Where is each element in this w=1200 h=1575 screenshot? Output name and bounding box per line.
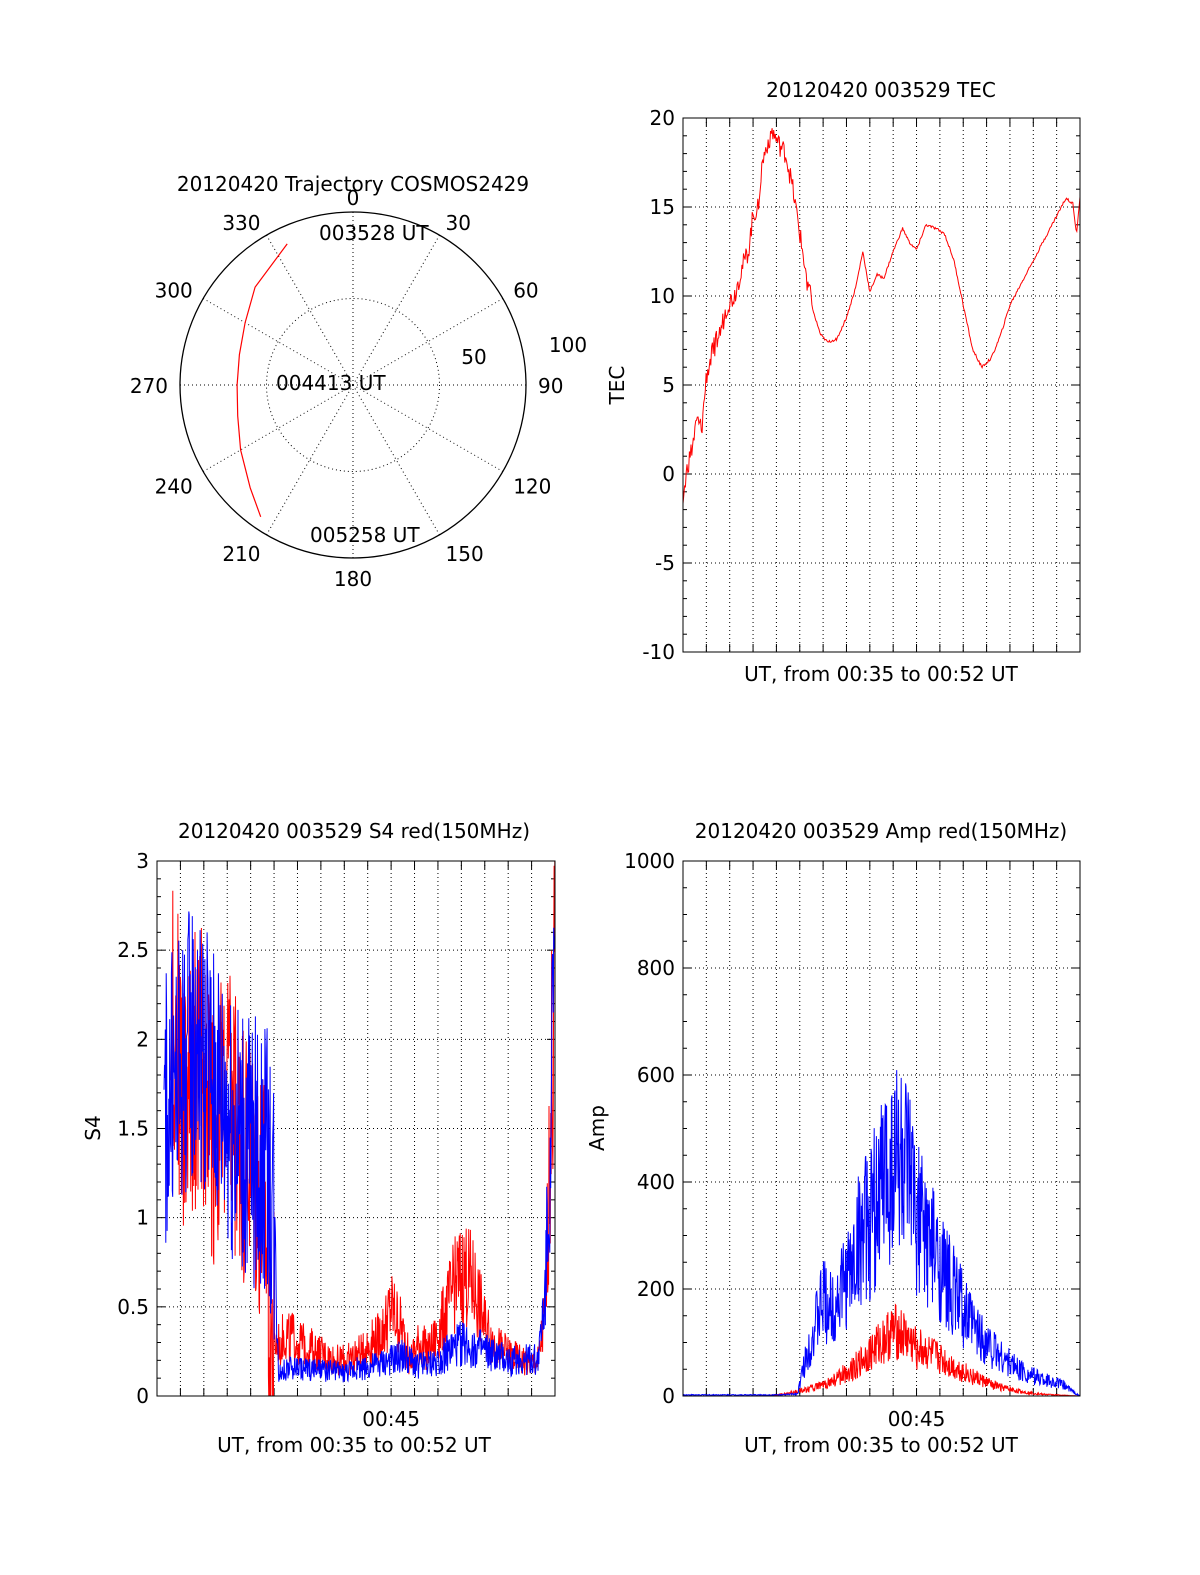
ytick-label-1: -5 [655, 551, 675, 575]
polar-spoke-60 [352, 298, 504, 386]
polar-annotation-start: 003528 UT [319, 221, 429, 245]
ytick-label-1: 0.5 [117, 1295, 149, 1319]
ytick-label-3: 1.5 [117, 1117, 149, 1141]
polar-spoke-210 [266, 384, 354, 536]
series-line-red [683, 1303, 1080, 1396]
polar-title: 20120420 Trajectory COSMOS2429 [177, 172, 529, 196]
polar-spoke-300 [202, 298, 354, 386]
ytick-label-5: 15 [650, 195, 675, 219]
polar-angle-label-0: 0 [347, 186, 360, 210]
tec-xlabel: UT, from 00:35 to 00:52 UT [744, 662, 1019, 686]
xtick-label-0: 00:45 [888, 1407, 946, 1431]
ytick-label-6: 20 [650, 106, 675, 130]
amp-xlabel: UT, from 00:35 to 00:52 UT [744, 1433, 1019, 1457]
series-line-blue [163, 911, 555, 1383]
amp-panel: 20120420 003529 Amp red(150MHz) UT, from… [585, 819, 1081, 1457]
s4-xlabel: UT, from 00:35 to 00:52 UT [217, 1433, 492, 1457]
plot-frame [682, 860, 1081, 1397]
polar-angle-label-300: 300 [155, 279, 193, 303]
ytick-label-5: 1000 [624, 849, 675, 873]
polar-angle-label-240: 240 [155, 475, 193, 499]
tec-ylabel: TEC [605, 366, 629, 406]
polar-radius-label-50: 50 [461, 345, 486, 369]
polar-spoke-30 [352, 234, 440, 386]
ytick-label-4: 10 [650, 284, 675, 308]
polar-trajectory-panel: 20120420 Trajectory COSMOS2429 0 30 60 90 12… [130, 172, 587, 591]
polar-outer-ring [179, 211, 527, 559]
s4-panel: 20120420 003529 S4 red(150MHz) UT, from … [81, 819, 556, 1457]
polar-angle-label-150: 150 [446, 542, 484, 566]
polar-angle-label-60: 60 [513, 279, 538, 303]
xtick-label-0: 00:45 [362, 1407, 420, 1431]
series-line-blue [683, 1070, 1080, 1396]
polar-radius-label-100: 100 [549, 333, 587, 357]
ytick-label-1: 200 [637, 1277, 675, 1301]
plot-frame [682, 117, 1081, 653]
polar-angle-labels: 0 30 60 90 120 150 180 210 240 270 300 330 [130, 186, 564, 591]
polar-angle-label-330: 330 [222, 211, 260, 235]
polar-angle-label-180: 180 [334, 567, 372, 591]
plot-frame [156, 860, 556, 1397]
polar-spoke-240 [202, 384, 354, 472]
polar-grid [179, 211, 527, 559]
ytick-label-5: 2.5 [117, 938, 149, 962]
ytick-label-6: 3 [136, 849, 149, 873]
polar-ring-50 [266, 298, 440, 472]
polar-spoke-330 [266, 234, 354, 386]
s4-title: 20120420 003529 S4 red(150MHz) [178, 819, 530, 843]
polar-angle-label-270: 270 [130, 374, 168, 398]
ytick-label-4: 800 [637, 956, 675, 980]
ytick-label-0: 0 [136, 1384, 149, 1408]
polar-angle-label-120: 120 [513, 475, 551, 499]
ytick-label-3: 600 [637, 1063, 675, 1087]
ytick-label-0: -10 [642, 640, 675, 664]
amp-ylabel: Amp [585, 1105, 609, 1151]
ytick-label-2: 400 [637, 1170, 675, 1194]
polar-spoke-150 [352, 384, 440, 536]
ytick-label-4: 2 [136, 1027, 149, 1051]
polar-angle-label-90: 90 [538, 374, 563, 398]
s4-ylabel: S4 [81, 1115, 105, 1140]
series-line-red [683, 128, 1080, 504]
ytick-label-2: 0 [662, 462, 675, 486]
polar-angle-label-30: 30 [446, 211, 471, 235]
ytick-label-2: 1 [136, 1206, 149, 1230]
polar-spoke-120 [352, 384, 504, 472]
ytick-label-0: 0 [662, 1384, 675, 1408]
ytick-label-3: 5 [662, 373, 675, 397]
polar-annotation-end: 005258 UT [310, 523, 420, 547]
tec-title: 20120420 003529 TEC [766, 78, 996, 102]
amp-title: 20120420 003529 Amp red(150MHz) [695, 819, 1067, 843]
polar-series [236, 243, 288, 518]
tec-panel: 20120420 003529 TEC UT, from 00:35 to 00… [605, 78, 1081, 686]
polar-trajectory-line [236, 243, 288, 518]
polar-angle-label-210: 210 [222, 542, 260, 566]
polar-annotation-mid: 004413 UT [276, 371, 386, 395]
